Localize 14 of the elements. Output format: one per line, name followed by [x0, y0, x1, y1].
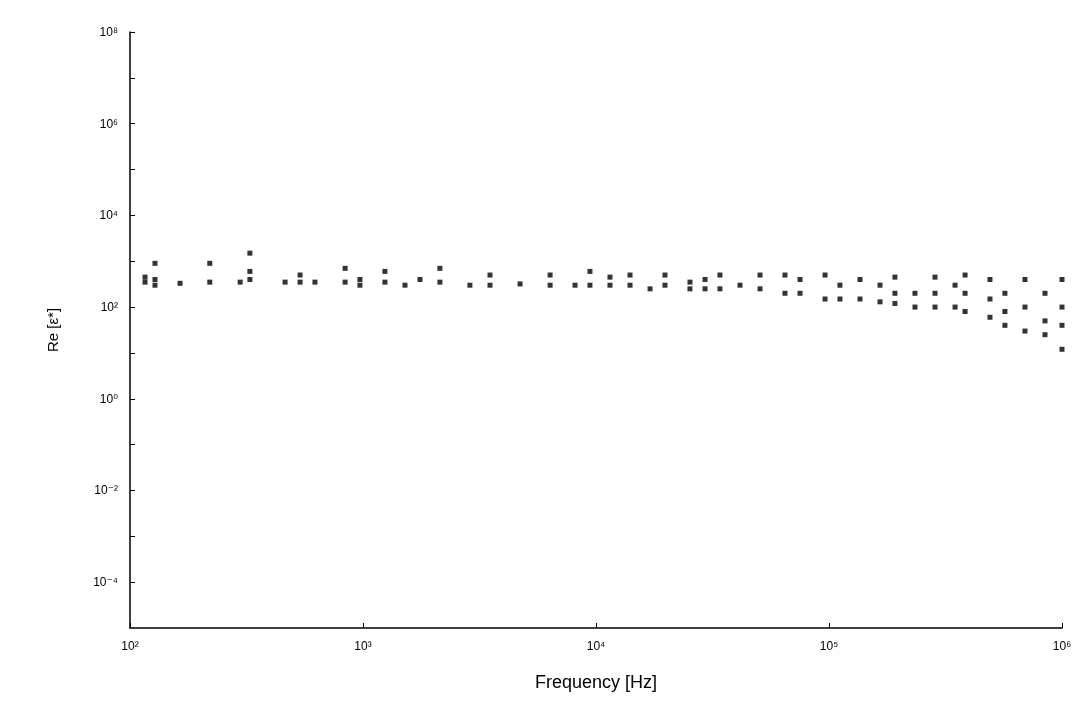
x-tick-label: 10⁴ [586, 639, 606, 653]
y-tick-label: 10² [100, 300, 118, 315]
x-axis-title: Frequency [Hz] [534, 672, 658, 692]
y-tick-label: 10⁴ [99, 208, 118, 223]
x-tick-label: 10² [121, 639, 139, 653]
y-axis-title: Re [ε*] [44, 307, 61, 353]
y-tick-label: 10⁰ [99, 391, 119, 406]
x-tick-label: 10³ [354, 639, 372, 653]
y-tick-label: 10⁶ [99, 116, 119, 131]
x-tick-label: 10⁶ [1052, 639, 1072, 653]
y-tick-label: 10⁻² [94, 483, 118, 498]
y-tick-label: 10⁸ [99, 25, 118, 39]
y-tick-label: 10⁻⁴ [93, 575, 118, 590]
x-tick-label: 10⁵ [819, 639, 839, 653]
